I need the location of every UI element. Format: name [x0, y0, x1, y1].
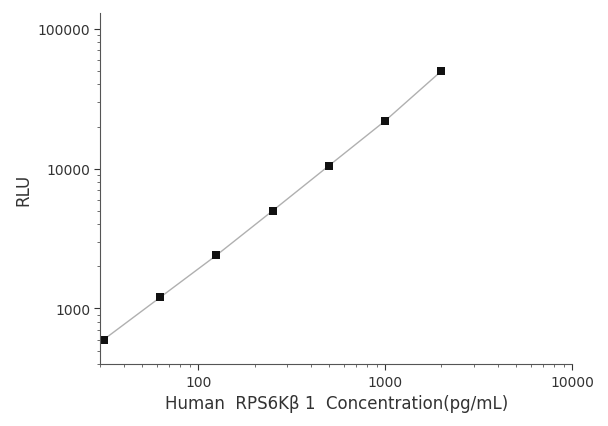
Point: [212, 252, 221, 259]
Y-axis label: RLU: RLU: [14, 173, 32, 205]
Point: [268, 208, 277, 215]
Point: [155, 294, 165, 301]
X-axis label: Human  RPS6Kβ 1  Concentration(pg/mL): Human RPS6Kβ 1 Concentration(pg/mL): [165, 394, 508, 412]
Point: [324, 163, 334, 170]
Point: [381, 118, 390, 125]
Point: [437, 68, 446, 75]
Point: [99, 336, 109, 343]
